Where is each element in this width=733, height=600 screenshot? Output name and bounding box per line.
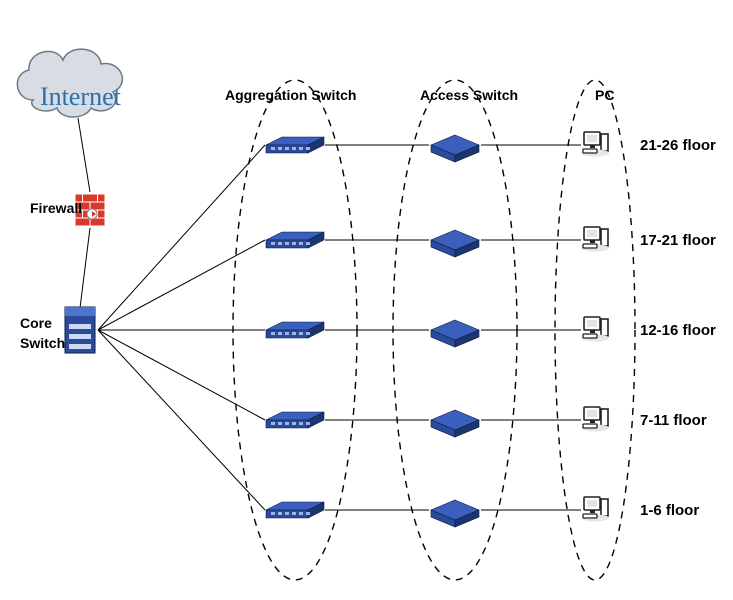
firewall-label: Firewall [30, 200, 82, 216]
core-label-line1: Core [20, 315, 52, 331]
core-label-line2: Switch [20, 335, 65, 351]
floor-label-4: 1-6 floor [640, 502, 699, 519]
floor-label-2: 12-16 floor [640, 322, 716, 339]
access-label: Access Switch [420, 87, 518, 103]
floor-label-3: 7-11 floor [640, 412, 707, 429]
internet-label: Internet [40, 82, 121, 112]
pc-label: PC [595, 87, 614, 103]
floor-label-1: 17-21 floor [640, 232, 716, 249]
aggregation-label: Aggregation Switch [225, 87, 356, 103]
floor-label-0: 21-26 floor [640, 137, 716, 154]
diagram-canvas: { "type":"network", "canvas":{"w":733,"h… [0, 0, 733, 595]
